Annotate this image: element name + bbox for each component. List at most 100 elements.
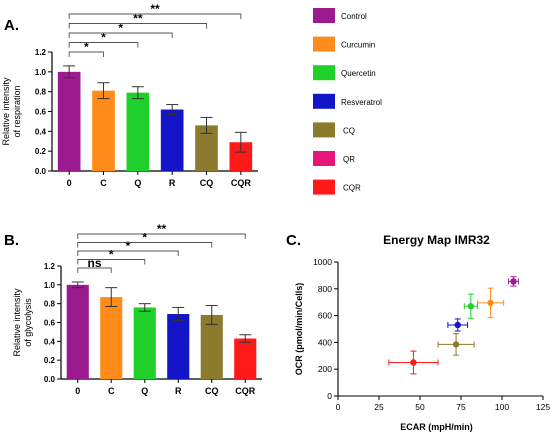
- chart-a-sig-label: **: [133, 12, 143, 26]
- chart-a-x-tick-label: CQ: [200, 178, 214, 188]
- chart-c-y-tick-label: 800: [318, 284, 332, 294]
- chart-a-y-axis-label: of respiration: [12, 85, 22, 137]
- chart-a-y-tick-label: 1.0: [35, 68, 47, 77]
- chart-c-y-tick-label: 600: [318, 311, 332, 321]
- chart-b-y-tick-label: 1.0: [44, 281, 56, 290]
- panel-letter-c: C.: [286, 232, 301, 249]
- chart-c-point-1: [487, 299, 494, 307]
- chart-a-x-tick-label: CQR: [231, 178, 252, 188]
- chart-a-x-tick-label: Q: [134, 178, 141, 188]
- chart-c-x-tick-label: 50: [415, 402, 425, 412]
- chart-b-y-axis-label: Relative intensity: [12, 288, 22, 357]
- chart-a-y-tick-label: 0.4: [35, 127, 47, 136]
- chart-b-sig-label: *: [109, 248, 114, 262]
- chart-c-y-axis-label: OCR (pmol/min/Cells): [294, 283, 304, 376]
- chart-b-sig-bracket: [77, 267, 112, 273]
- chart-b-glycolysis: 0.0 0.2 0.4 0.6 0.8 1.0 1.2 Relative intensity o…: [12, 222, 262, 396]
- legend-swatch-cqr: [313, 179, 335, 195]
- legend: Control Curcumin Quercetin Resveratrol CQ QR C…: [313, 8, 382, 195]
- chart-c-point-5: [410, 359, 417, 366]
- legend-label-qr: QR: [343, 155, 355, 164]
- chart-c-x-tick-label: 75: [456, 402, 466, 412]
- chart-a-sig-label: **: [150, 2, 160, 16]
- chart-b-y-tick-label: 0.8: [44, 300, 56, 309]
- chart-a-bar-CQR: [229, 142, 253, 171]
- chart-a-bar-Q: [126, 92, 150, 171]
- chart-b-bar-C: [100, 297, 123, 379]
- panel-letter-b: B.: [4, 232, 19, 249]
- chart-b-x-tick-label: R: [175, 386, 182, 396]
- chart-a-y-tick-label: 0.8: [35, 88, 47, 97]
- chart-b-sig-label: *: [142, 231, 147, 245]
- chart-b-bar-Q: [133, 307, 156, 379]
- legend-swatch-curcumin: [313, 36, 335, 52]
- chart-b-x-tick-label: 0: [75, 386, 80, 396]
- chart-c-x-tick-label: 25: [374, 402, 384, 412]
- chart-b-y-axis-label: of glycolysis: [23, 298, 33, 347]
- legend-swatch-resveratrol: [313, 93, 335, 109]
- legend-swatch-qr: [313, 151, 335, 166]
- legend-label-curcumin: Curcumin: [341, 41, 375, 50]
- panel-letter-a: A.: [4, 17, 19, 34]
- chart-b-y-tick-label: 0.0: [44, 375, 56, 384]
- chart-c-y-tick-label: 200: [318, 364, 332, 374]
- chart-a-bar-CQ: [195, 125, 218, 171]
- chart-a-sig-bracket: [68, 51, 104, 57]
- chart-a-sig-bracket: [68, 23, 207, 29]
- chart-c-point-3: [454, 321, 461, 329]
- chart-c-y-tick-label: 0: [327, 391, 332, 401]
- chart-b-y-tick-label: 1.2: [44, 262, 56, 271]
- legend-swatch-cq: [313, 122, 335, 138]
- chart-a-sig-label: *: [118, 21, 123, 35]
- chart-a-sig-bracket: [68, 13, 242, 19]
- chart-c-x-tick-label: 0: [336, 402, 341, 412]
- chart-b-bar-CQ: [200, 314, 223, 379]
- chart-b-bar-R: [167, 314, 190, 379]
- chart-b-sig-label: *: [126, 239, 131, 253]
- chart-b-bar-CQR: [234, 338, 257, 379]
- chart-a-bar-0: [57, 71, 81, 171]
- chart-b-sig-bracket: [77, 233, 246, 239]
- chart-b-sig-label: ns: [87, 256, 101, 270]
- legend-label-cq: CQ: [343, 126, 355, 135]
- chart-b-sig-bracket: [77, 242, 213, 248]
- chart-a-sig-label: *: [84, 40, 89, 54]
- chart-b-sig-label: **: [157, 222, 167, 236]
- chart-c-title: Energy Map IMR32: [383, 233, 490, 247]
- chart-a-y-tick-label: 0.6: [35, 108, 47, 117]
- legend-label-resveratrol: Resveratrol: [341, 98, 382, 107]
- chart-c-x-tick-label: 125: [536, 402, 550, 412]
- chart-c-point-2: [467, 303, 475, 310]
- chart-a-y-axis-label: Relative intensity: [1, 77, 11, 146]
- chart-a-y-tick-label: 1.2: [35, 48, 47, 57]
- chart-b-y-tick-label: 0.2: [44, 356, 56, 365]
- chart-a-x-tick-label: R: [169, 178, 176, 188]
- chart-a-y-tick-label: 0.0: [35, 167, 47, 176]
- chart-a-sig-label: *: [101, 31, 106, 45]
- chart-a-sig-bracket: [68, 32, 173, 38]
- chart-c-x-axis-label: ECAR (mpH/min): [400, 422, 473, 432]
- chart-b-sig-bracket: [77, 250, 179, 256]
- chart-a-y-tick-label: 0.2: [35, 147, 47, 156]
- chart-a-bar-C: [92, 90, 115, 171]
- chart-b-y-tick-label: 0.6: [44, 319, 56, 328]
- legend-label-cqr: CQR: [343, 184, 361, 193]
- chart-a-bar-R: [160, 109, 184, 171]
- chart-a-x-tick-label: 0: [67, 178, 72, 188]
- legend-swatch-quercetin: [313, 65, 335, 81]
- legend-swatch-control: [313, 8, 335, 23]
- chart-c-point-0: [510, 278, 517, 285]
- chart-c-energy-map: Energy Map IMR32 0 200 400 600 800 1000 0 25 50 75…: [294, 233, 550, 432]
- chart-c-point-4: [452, 341, 460, 348]
- legend-label-control: Control: [341, 12, 367, 21]
- chart-c-y-tick-label: 1000: [313, 257, 332, 267]
- chart-a-sig-bracket: [68, 42, 139, 48]
- chart-b-sig-bracket: [77, 259, 146, 265]
- chart-b-y-tick-label: 0.4: [44, 337, 56, 346]
- chart-a-respiration: 0.0 0.2 0.4 0.6 0.8 1.0 1.2 Relative intensity o…: [1, 2, 258, 188]
- chart-b-x-tick-label: CQ: [205, 386, 219, 396]
- chart-b-x-tick-label: CQR: [235, 386, 256, 396]
- chart-c-x-tick-label: 100: [495, 402, 509, 412]
- legend-label-quercetin: Quercetin: [341, 69, 376, 78]
